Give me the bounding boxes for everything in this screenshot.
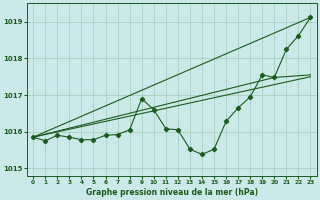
X-axis label: Graphe pression niveau de la mer (hPa): Graphe pression niveau de la mer (hPa) (86, 188, 258, 197)
